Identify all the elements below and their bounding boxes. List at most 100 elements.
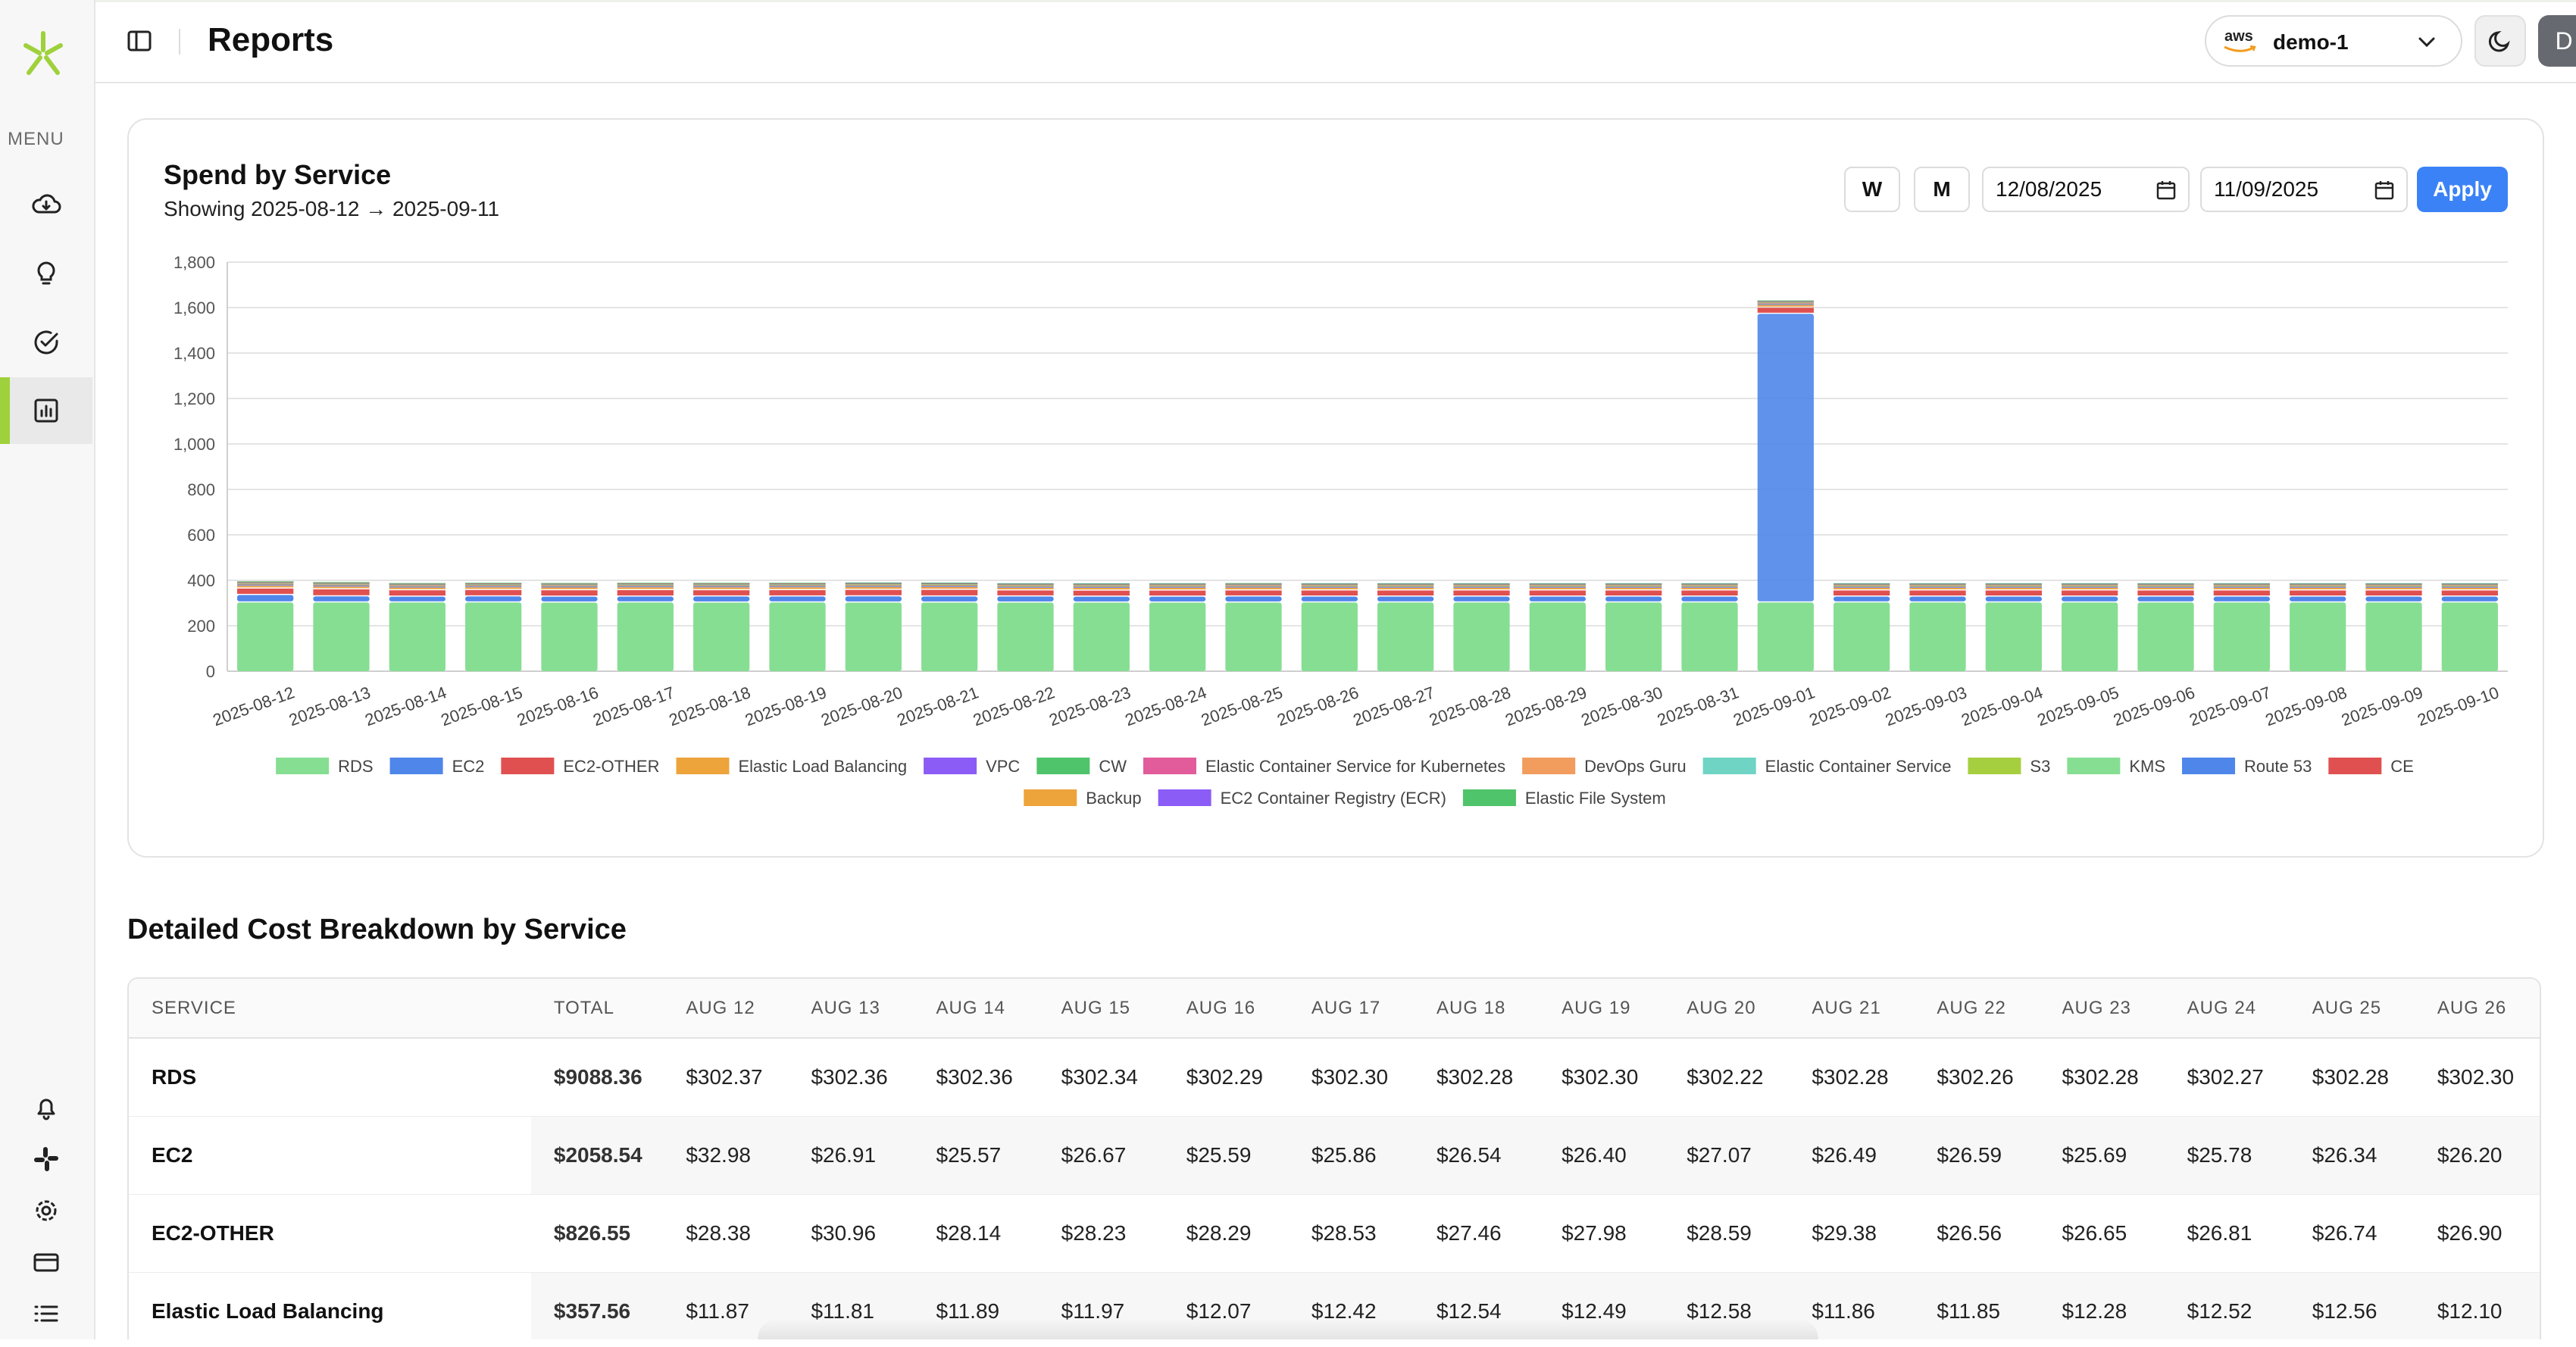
cost-cell: $12.49 bbox=[1539, 1272, 1665, 1339]
service-total: $357.56 bbox=[530, 1272, 664, 1339]
col-date[interactable]: AUG 19 bbox=[1539, 979, 1665, 1039]
col-date[interactable]: AUG 25 bbox=[2289, 979, 2415, 1039]
nav-settings[interactable] bbox=[0, 1177, 92, 1244]
nav-billing[interactable] bbox=[0, 1229, 92, 1295]
nav-notifications[interactable] bbox=[0, 1074, 92, 1141]
cost-cell: $26.65 bbox=[2039, 1194, 2165, 1273]
spend-chart: 0 200 400 600 800 1,000 1,200 1,400 1,600 1,800 20… bbox=[174, 253, 2508, 808]
col-date[interactable]: AUG 18 bbox=[1413, 979, 1540, 1039]
bar-segment bbox=[1985, 586, 2042, 587]
cost-table: SERVICE TOTAL AUG 12 AUG 13 AUG 14 AUG 15 AUG … bbox=[127, 977, 2541, 1339]
bar-segment bbox=[1909, 583, 1966, 584]
nav-slack[interactable] bbox=[0, 1126, 92, 1192]
legend-swatch bbox=[389, 758, 443, 774]
service-name: Elastic Load Balancing bbox=[129, 1272, 531, 1339]
bar-segment bbox=[541, 585, 598, 586]
col-date[interactable]: AUG 16 bbox=[1163, 979, 1289, 1039]
col-date[interactable]: AUG 15 bbox=[1038, 979, 1164, 1039]
y-tick-label: 1,800 bbox=[174, 253, 215, 272]
app-logo-icon[interactable] bbox=[18, 29, 68, 79]
bar-segment bbox=[541, 596, 598, 602]
bar-segment bbox=[1605, 602, 1662, 671]
bar-segment bbox=[313, 584, 370, 585]
bar-segment bbox=[2441, 587, 2498, 589]
col-date[interactable]: AUG 13 bbox=[788, 979, 914, 1039]
week-toggle-button[interactable]: W bbox=[1844, 167, 1900, 212]
x-tick-label: 2025-08-22 bbox=[971, 683, 1057, 730]
bar-segment bbox=[1834, 583, 1890, 584]
col-date[interactable]: AUG 22 bbox=[1914, 979, 2040, 1039]
bar-segment bbox=[921, 586, 978, 587]
bar-segment bbox=[2213, 587, 2270, 589]
bar-segment bbox=[1225, 587, 1282, 589]
bar-segment bbox=[1529, 590, 1586, 596]
col-date[interactable]: AUG 24 bbox=[2164, 979, 2290, 1039]
cost-cell: $28.29 bbox=[1163, 1194, 1289, 1273]
nav-list[interactable] bbox=[0, 1280, 92, 1347]
cost-cell: $302.27 bbox=[2164, 1038, 2290, 1117]
bar-segment bbox=[1225, 585, 1282, 586]
col-date[interactable]: AUG 12 bbox=[663, 979, 789, 1039]
cloud-icon bbox=[32, 194, 61, 214]
table-row[interactable]: EC2-OTHER $826.55 $28.38 $30.96 $28.14 $28.23… bbox=[129, 1194, 2540, 1273]
cost-cell: $302.30 bbox=[2414, 1038, 2540, 1117]
bar-segment bbox=[2365, 586, 2422, 587]
bar-segment bbox=[2365, 602, 2422, 671]
x-tick-label: 2025-08-15 bbox=[439, 683, 525, 730]
nav-tasks[interactable] bbox=[0, 309, 92, 376]
bar-segment bbox=[2441, 590, 2498, 596]
cost-cell: $12.07 bbox=[1163, 1272, 1289, 1339]
bar-segment bbox=[1681, 587, 1738, 589]
bar-segment bbox=[2441, 586, 2498, 587]
table-row[interactable]: RDS $9088.36 $302.37 $302.36 $302.36 $302.34 $… bbox=[129, 1038, 2540, 1117]
cost-cell: $26.49 bbox=[1789, 1116, 1915, 1195]
date-from-input[interactable]: 12/08/2025 bbox=[1982, 167, 2190, 212]
nav-cloud[interactable] bbox=[0, 171, 92, 238]
col-date[interactable]: AUG 20 bbox=[1664, 979, 1790, 1039]
table-row[interactable]: Elastic Load Balancing $357.56 $11.87 $11.8… bbox=[129, 1272, 2540, 1339]
col-date[interactable]: AUG 14 bbox=[913, 979, 1039, 1039]
bar-segment bbox=[2213, 602, 2270, 671]
bar-segment bbox=[1757, 303, 1814, 305]
bar-segment bbox=[2441, 583, 2498, 584]
account-select[interactable]: aws demo-1 bbox=[2205, 15, 2462, 67]
cost-cell: $11.87 bbox=[663, 1272, 789, 1339]
x-tick-label: 2025-09-04 bbox=[1959, 683, 2045, 730]
month-toggle-button[interactable]: M bbox=[1914, 167, 1970, 212]
apply-button[interactable]: Apply bbox=[2417, 167, 2508, 212]
table-row[interactable]: EC2 $2058.54 $32.98 $26.91 $25.57 $26.67 $25.5… bbox=[129, 1116, 2540, 1195]
cost-cell: $11.97 bbox=[1038, 1272, 1164, 1339]
legend-label: Backup bbox=[1086, 789, 1141, 808]
nav-reports[interactable] bbox=[0, 377, 92, 444]
date-to-input[interactable]: 11/09/2025 bbox=[2200, 167, 2408, 212]
cost-cell: $302.22 bbox=[1664, 1038, 1790, 1117]
cost-cell: $26.54 bbox=[1413, 1116, 1540, 1195]
cost-cell: $302.28 bbox=[2039, 1038, 2165, 1117]
bar-segment bbox=[1909, 590, 1966, 596]
x-tick-label: 2025-09-09 bbox=[2339, 683, 2425, 730]
bar-segment bbox=[1453, 587, 1510, 589]
bar-segment bbox=[1149, 585, 1206, 586]
bar-segment bbox=[1377, 583, 1434, 584]
sidebar-toggle-icon[interactable] bbox=[124, 26, 155, 56]
col-service[interactable]: SERVICE bbox=[129, 979, 531, 1039]
avatar[interactable]: D bbox=[2538, 15, 2576, 67]
theme-toggle-button[interactable] bbox=[2474, 15, 2526, 67]
nav-insights[interactable] bbox=[0, 239, 92, 306]
cost-cell: $302.30 bbox=[1539, 1038, 1665, 1117]
col-date[interactable]: AUG 26 bbox=[2414, 979, 2540, 1039]
bar-segment bbox=[2290, 586, 2346, 587]
bar-segment bbox=[1605, 587, 1662, 589]
header: Reports aws demo-1 D bbox=[94, 0, 2576, 83]
bar-segment bbox=[1301, 583, 1358, 584]
bar-segment bbox=[617, 589, 674, 596]
bar-segment bbox=[465, 584, 522, 586]
bar-segment bbox=[2062, 586, 2118, 587]
col-date[interactable]: AUG 17 bbox=[1288, 979, 1414, 1039]
col-date[interactable]: AUG 23 bbox=[2039, 979, 2165, 1039]
bar-segment bbox=[541, 583, 598, 584]
col-total[interactable]: TOTAL bbox=[530, 979, 664, 1039]
col-date[interactable]: AUG 21 bbox=[1789, 979, 1915, 1039]
y-tick-label: 600 bbox=[187, 526, 215, 545]
cost-cell: $26.40 bbox=[1539, 1116, 1665, 1195]
